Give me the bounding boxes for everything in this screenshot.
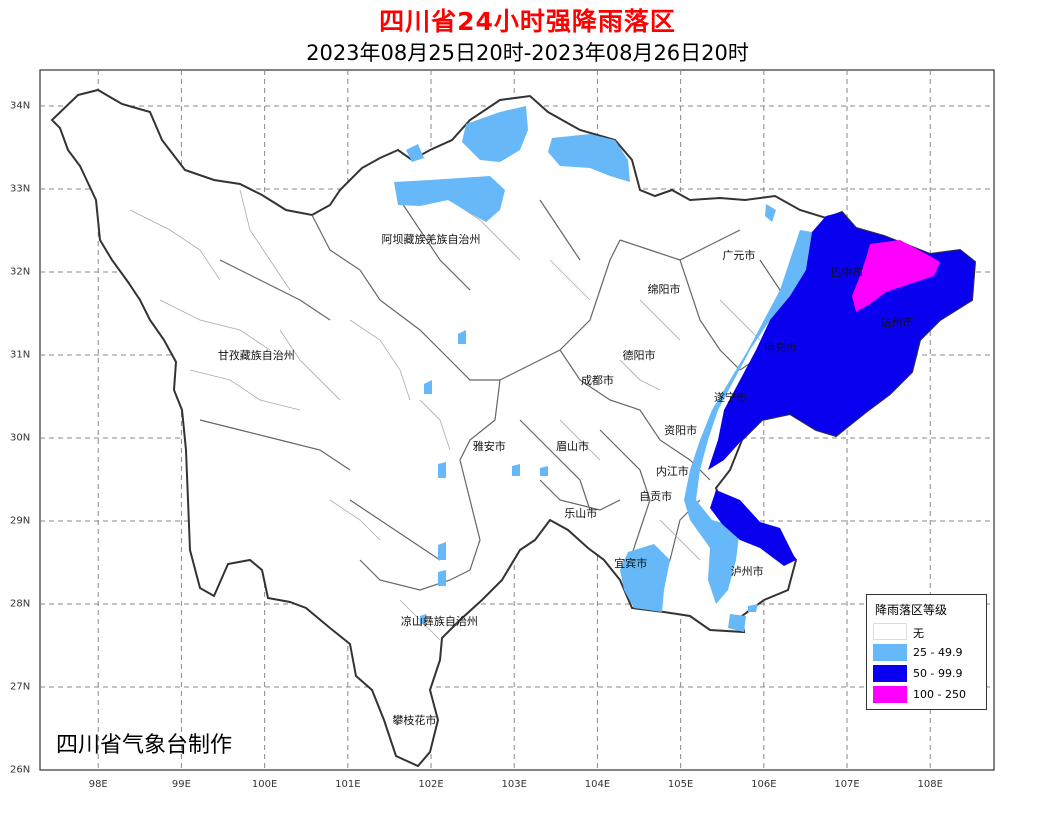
place-label: 成都市 — [580, 373, 614, 387]
y-tick-label: 29N — [10, 515, 31, 527]
place-label: 广元市 — [722, 249, 756, 263]
x-tick-label: 99E — [171, 779, 191, 790]
y-tick-label: 26N — [10, 764, 31, 776]
map-frame — [39, 69, 995, 771]
legend-swatch — [873, 644, 907, 661]
y-tick-label: 34N — [10, 100, 31, 112]
place-label: 雅安市 — [472, 440, 506, 454]
rain-100-250-areas — [852, 240, 940, 312]
place-label: 泸州市 — [730, 564, 764, 578]
place-label: 巴中市 — [830, 266, 864, 279]
y-tick-label: 30N — [10, 432, 31, 444]
legend-label: 50 - 99.9 — [913, 667, 963, 680]
y-tick-label: 33N — [10, 183, 31, 195]
place-label: 德阳市 — [622, 349, 656, 362]
y-tick-label: 28N — [10, 598, 31, 610]
legend-title: 降雨落区等级 — [875, 603, 948, 617]
legend-item: 100 - 250 — [873, 686, 985, 704]
place-label: 甘孜藏族自治州 — [217, 349, 295, 362]
place-label: 绵阳市 — [647, 282, 681, 296]
legend: 降雨落区等级 无 25 - 49.9 50 - 99.9 100 - 250 — [866, 594, 987, 710]
legend-label: 25 - 49.9 — [913, 646, 963, 659]
map-title: 四川省24小时强降雨落区 — [379, 7, 676, 36]
map-subtitle: 2023年08月25日20时-2023年08月26日20时 — [306, 41, 749, 65]
y-tick-label: 32N — [10, 266, 31, 278]
y-tick-label: 31N — [10, 349, 31, 361]
place-label: 遂宁市 — [714, 390, 748, 404]
x-tick-label: 103E — [501, 779, 527, 790]
y-tick-label: 27N — [10, 681, 31, 693]
place-label: 资阳市 — [664, 423, 698, 437]
legend-swatch — [873, 623, 907, 640]
place-label: 眉山市 — [555, 440, 589, 454]
place-label: 内江市 — [655, 465, 689, 479]
legend-label: 无 — [913, 627, 924, 640]
place-label: 攀枝花市 — [392, 714, 437, 728]
place-label: 乐山市 — [564, 506, 598, 520]
x-tick-label: 106E — [751, 779, 777, 790]
place-label: 达州市 — [880, 315, 914, 329]
producer-credit: 四川省气象台制作 — [56, 733, 233, 758]
legend-label: 100 - 250 — [913, 688, 966, 701]
place-label: 宜宾市 — [614, 556, 648, 570]
x-tick-label: 102E — [418, 779, 444, 790]
legend-item: 50 - 99.9 — [873, 665, 985, 683]
x-tick-label: 100E — [251, 779, 278, 790]
legend-item: 25 - 49.9 — [873, 644, 985, 662]
place-label: 阿坝藏族羌族自治州 — [381, 232, 481, 246]
x-tick-label: 98E — [88, 779, 108, 790]
place-label: 自贡市 — [639, 490, 673, 504]
legend-item: 无 — [873, 623, 985, 641]
x-tick-label: 105E — [667, 779, 694, 790]
x-tick-label: 108E — [917, 779, 943, 790]
x-tick-label: 107E — [834, 779, 860, 790]
rain-25-49-areas — [394, 106, 812, 632]
place-label: 凉山彝族自治州 — [400, 614, 478, 628]
legend-swatch — [873, 686, 907, 703]
legend-swatch — [873, 665, 907, 682]
x-tick-label: 104E — [584, 779, 611, 790]
place-label: 南充市 — [763, 340, 797, 354]
x-tick-label: 101E — [335, 779, 361, 790]
